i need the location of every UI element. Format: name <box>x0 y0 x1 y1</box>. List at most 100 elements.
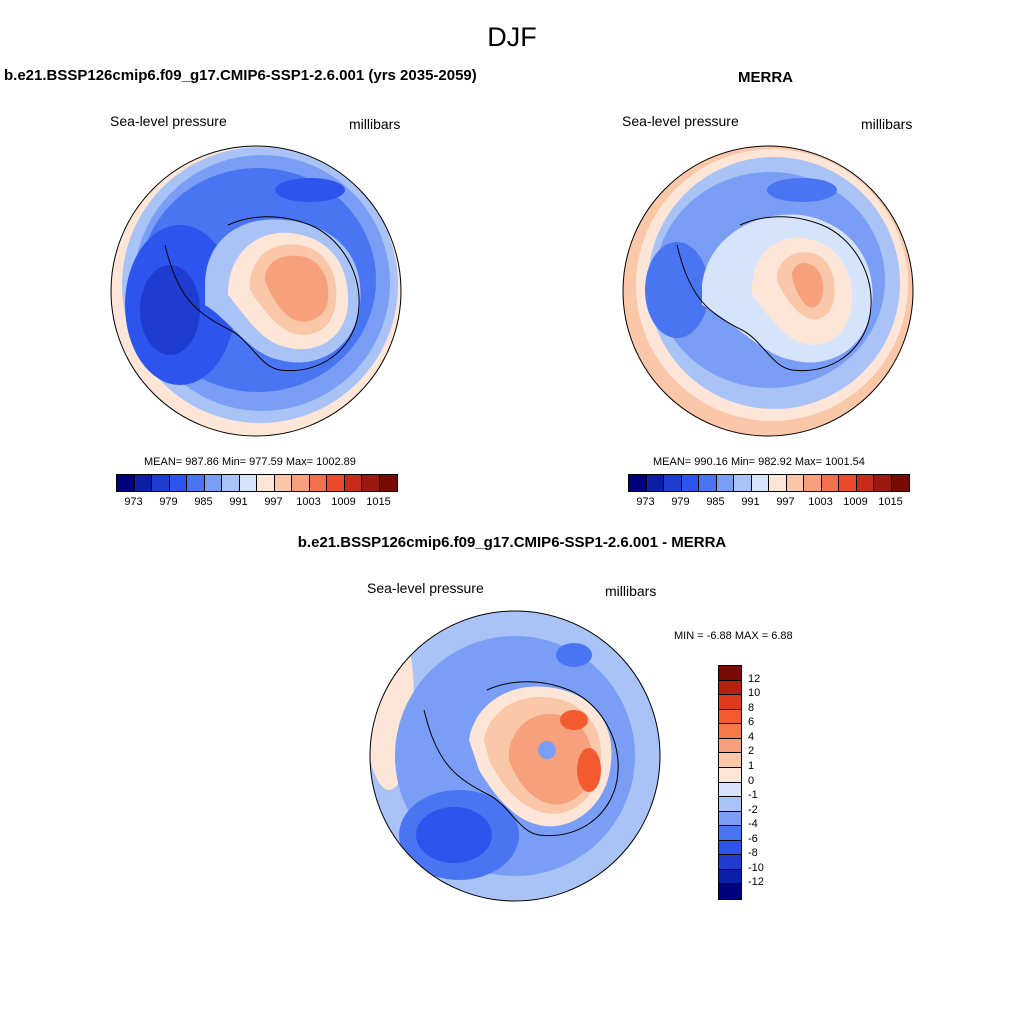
colorbar-panel3 <box>718 665 742 900</box>
colorbar-swatch <box>719 666 741 681</box>
colorbar-tick-label: -2 <box>748 803 758 816</box>
colorbar-swatch <box>719 709 741 725</box>
colorbar-swatch <box>719 753 741 768</box>
colorbar-tick-label: 985 <box>706 496 725 508</box>
map2-border <box>622 145 914 437</box>
colorbar-swatch <box>629 475 647 491</box>
colorbar-tick-label: -1 <box>748 789 758 802</box>
colorbar-swatch <box>719 797 741 812</box>
colorbar-swatch <box>719 680 741 696</box>
panel3-stats: MIN = -6.88 MAX = 6.88 <box>674 630 793 642</box>
colorbar-tick-label: 2 <box>748 745 755 758</box>
colorbar-tick-label: 0 <box>748 774 755 787</box>
map1-coastline <box>164 216 360 372</box>
colorbar-swatch <box>664 475 682 491</box>
colorbar-swatch <box>187 475 205 491</box>
colorbar-swatch <box>751 475 769 491</box>
map-panel2 <box>622 145 914 437</box>
colorbar-swatch <box>117 475 135 491</box>
colorbar-swatch <box>222 475 240 491</box>
colorbar-swatch <box>719 855 741 870</box>
colorbar-swatch <box>719 782 741 798</box>
colorbar-swatch <box>786 475 804 491</box>
map3-low-south-core <box>416 807 492 863</box>
colorbar-tick-label: 997 <box>264 496 283 508</box>
colorbar-swatch <box>274 475 292 491</box>
colorbar-tick-label: 1003 <box>808 496 833 508</box>
colorbar-swatch <box>891 475 909 491</box>
colorbar-tick-label: 1015 <box>366 496 391 508</box>
colorbar-swatch <box>719 840 741 856</box>
map3-negative-pocket <box>538 741 556 759</box>
panel2-units-label: millibars <box>861 116 913 132</box>
colorbar-swatch <box>769 475 787 491</box>
colorbar-swatch <box>719 724 741 739</box>
colorbar-tick-label: 10 <box>748 687 761 700</box>
colorbar-swatch <box>327 475 345 491</box>
colorbar-swatch <box>169 475 187 491</box>
map1-plateau-core <box>265 255 329 322</box>
colorbar-tick-label: 1015 <box>878 496 903 508</box>
colorbar-tick-label: -6 <box>748 832 758 845</box>
colorbar-swatch <box>719 869 741 885</box>
colorbar-tick-label: 8 <box>748 701 755 714</box>
map1-low-north <box>275 178 345 202</box>
colorbar-tick-label: 973 <box>124 496 143 508</box>
map-panel1 <box>110 145 402 437</box>
colorbar-tick-label: 979 <box>159 496 178 508</box>
map3-positive-mid <box>509 714 593 805</box>
map2-low-west <box>645 242 709 338</box>
colorbar-tick-label: 4 <box>748 730 755 743</box>
colorbar-swatch <box>719 826 741 841</box>
panel1-title: b.e21.BSSP126cmip6.f09_g17.CMIP6-SSP1-2.… <box>4 67 477 84</box>
map-panel3 <box>369 610 661 902</box>
colorbar-tick-label: 991 <box>229 496 248 508</box>
colorbar-tick-label: 1 <box>748 759 755 772</box>
colorbar-tick-label: 12 <box>748 672 761 685</box>
colorbar-tick-label: 985 <box>194 496 213 508</box>
colorbar-swatch <box>646 475 664 491</box>
map2-low-north <box>767 178 837 202</box>
colorbar-swatch <box>839 475 857 491</box>
colorbar-tick-label: -10 <box>748 861 764 874</box>
colorbar-swatch <box>257 475 275 491</box>
panel2-stats: MEAN= 990.16 Min= 982.92 Max= 1001.54 <box>653 456 865 468</box>
colorbar-tick-label: 1009 <box>331 496 356 508</box>
colorbar-swatch <box>821 475 839 491</box>
colorbar-swatch <box>856 475 874 491</box>
colorbar-swatch <box>699 475 717 491</box>
colorbar-swatch <box>734 475 752 491</box>
colorbar-tick-label: -12 <box>748 876 764 889</box>
colorbar-tick-label: 973 <box>636 496 655 508</box>
colorbar-swatch <box>716 475 734 491</box>
panel3-title: b.e21.BSSP126cmip6.f09_g17.CMIP6-SSP1-2.… <box>297 534 727 551</box>
colorbar-swatch <box>204 475 222 491</box>
colorbar-tick-label: 1003 <box>296 496 321 508</box>
panel2-variable-label: Sea-level pressure <box>622 113 739 129</box>
colorbar-tick-label: 997 <box>776 496 795 508</box>
colorbar-swatch <box>362 475 380 491</box>
panel1-units-label: millibars <box>349 116 401 132</box>
panel3-units-label: millibars <box>605 583 657 599</box>
colorbar-swatch <box>804 475 822 491</box>
map3-positive-core-east <box>577 748 601 792</box>
colorbar-swatch <box>134 475 152 491</box>
colorbar-swatch <box>719 811 741 827</box>
colorbar-swatch <box>719 767 741 783</box>
colorbar-swatch <box>379 475 397 491</box>
colorbar-panel2 <box>628 474 910 492</box>
colorbar-tick-label: 991 <box>741 496 760 508</box>
panel1-variable-label: Sea-level pressure <box>110 113 227 129</box>
colorbar-swatch <box>719 884 741 899</box>
figure-title: DJF <box>487 22 537 52</box>
map3-coastline <box>423 681 619 837</box>
panel3-variable-label: Sea-level pressure <box>367 580 484 596</box>
map3-low-north <box>556 643 592 667</box>
colorbar-tick-label: -4 <box>748 818 758 831</box>
colorbar-swatch <box>292 475 310 491</box>
map1-low-core <box>140 265 200 355</box>
panel1-stats: MEAN= 987.86 Min= 977.59 Max= 1002.89 <box>144 456 356 468</box>
colorbar-swatch <box>309 475 327 491</box>
map3-border <box>369 610 661 902</box>
colorbar-swatch <box>719 695 741 710</box>
